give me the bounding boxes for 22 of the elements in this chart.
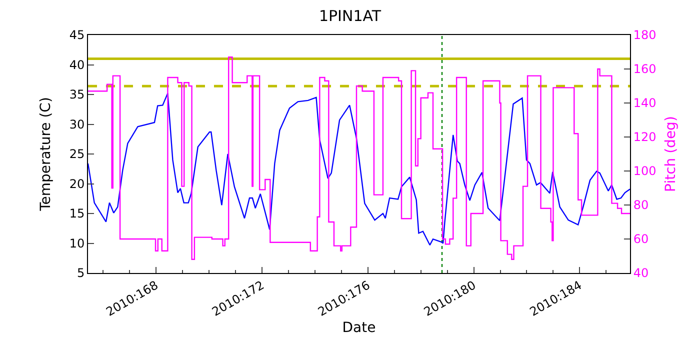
y-tick-label: 35 xyxy=(69,88,85,102)
y-tick-label: 40 xyxy=(69,58,85,72)
y2-tick-label: 180 xyxy=(633,28,656,42)
y-tick-label: 25 xyxy=(69,147,85,162)
y2-tick-label: 80 xyxy=(633,198,649,212)
x-axis-title: Date xyxy=(342,320,376,336)
y2-tick-label: 120 xyxy=(633,130,656,144)
y-axis-title: Temperature (C) xyxy=(38,97,54,212)
y2-axis-title: Pitch (deg) xyxy=(663,116,679,192)
y-tick-label: 10 xyxy=(69,236,85,250)
y-tick-label: 45 xyxy=(69,28,85,42)
y2-tick-label: 40 xyxy=(633,266,649,280)
y-tick-label: 20 xyxy=(69,176,85,191)
y2-tick-label: 100 xyxy=(633,164,656,178)
y-tick-label: 15 xyxy=(69,206,85,221)
line-series xyxy=(88,92,630,246)
y2-tick-label: 160 xyxy=(633,62,656,76)
y-tick-label: 30 xyxy=(69,117,85,132)
chart-title: 1PIN1AT xyxy=(318,7,382,25)
y2-tick-label: 140 xyxy=(633,96,656,110)
y2-tick-label: 60 xyxy=(633,232,649,246)
y-tick-label: 5 xyxy=(76,266,85,280)
